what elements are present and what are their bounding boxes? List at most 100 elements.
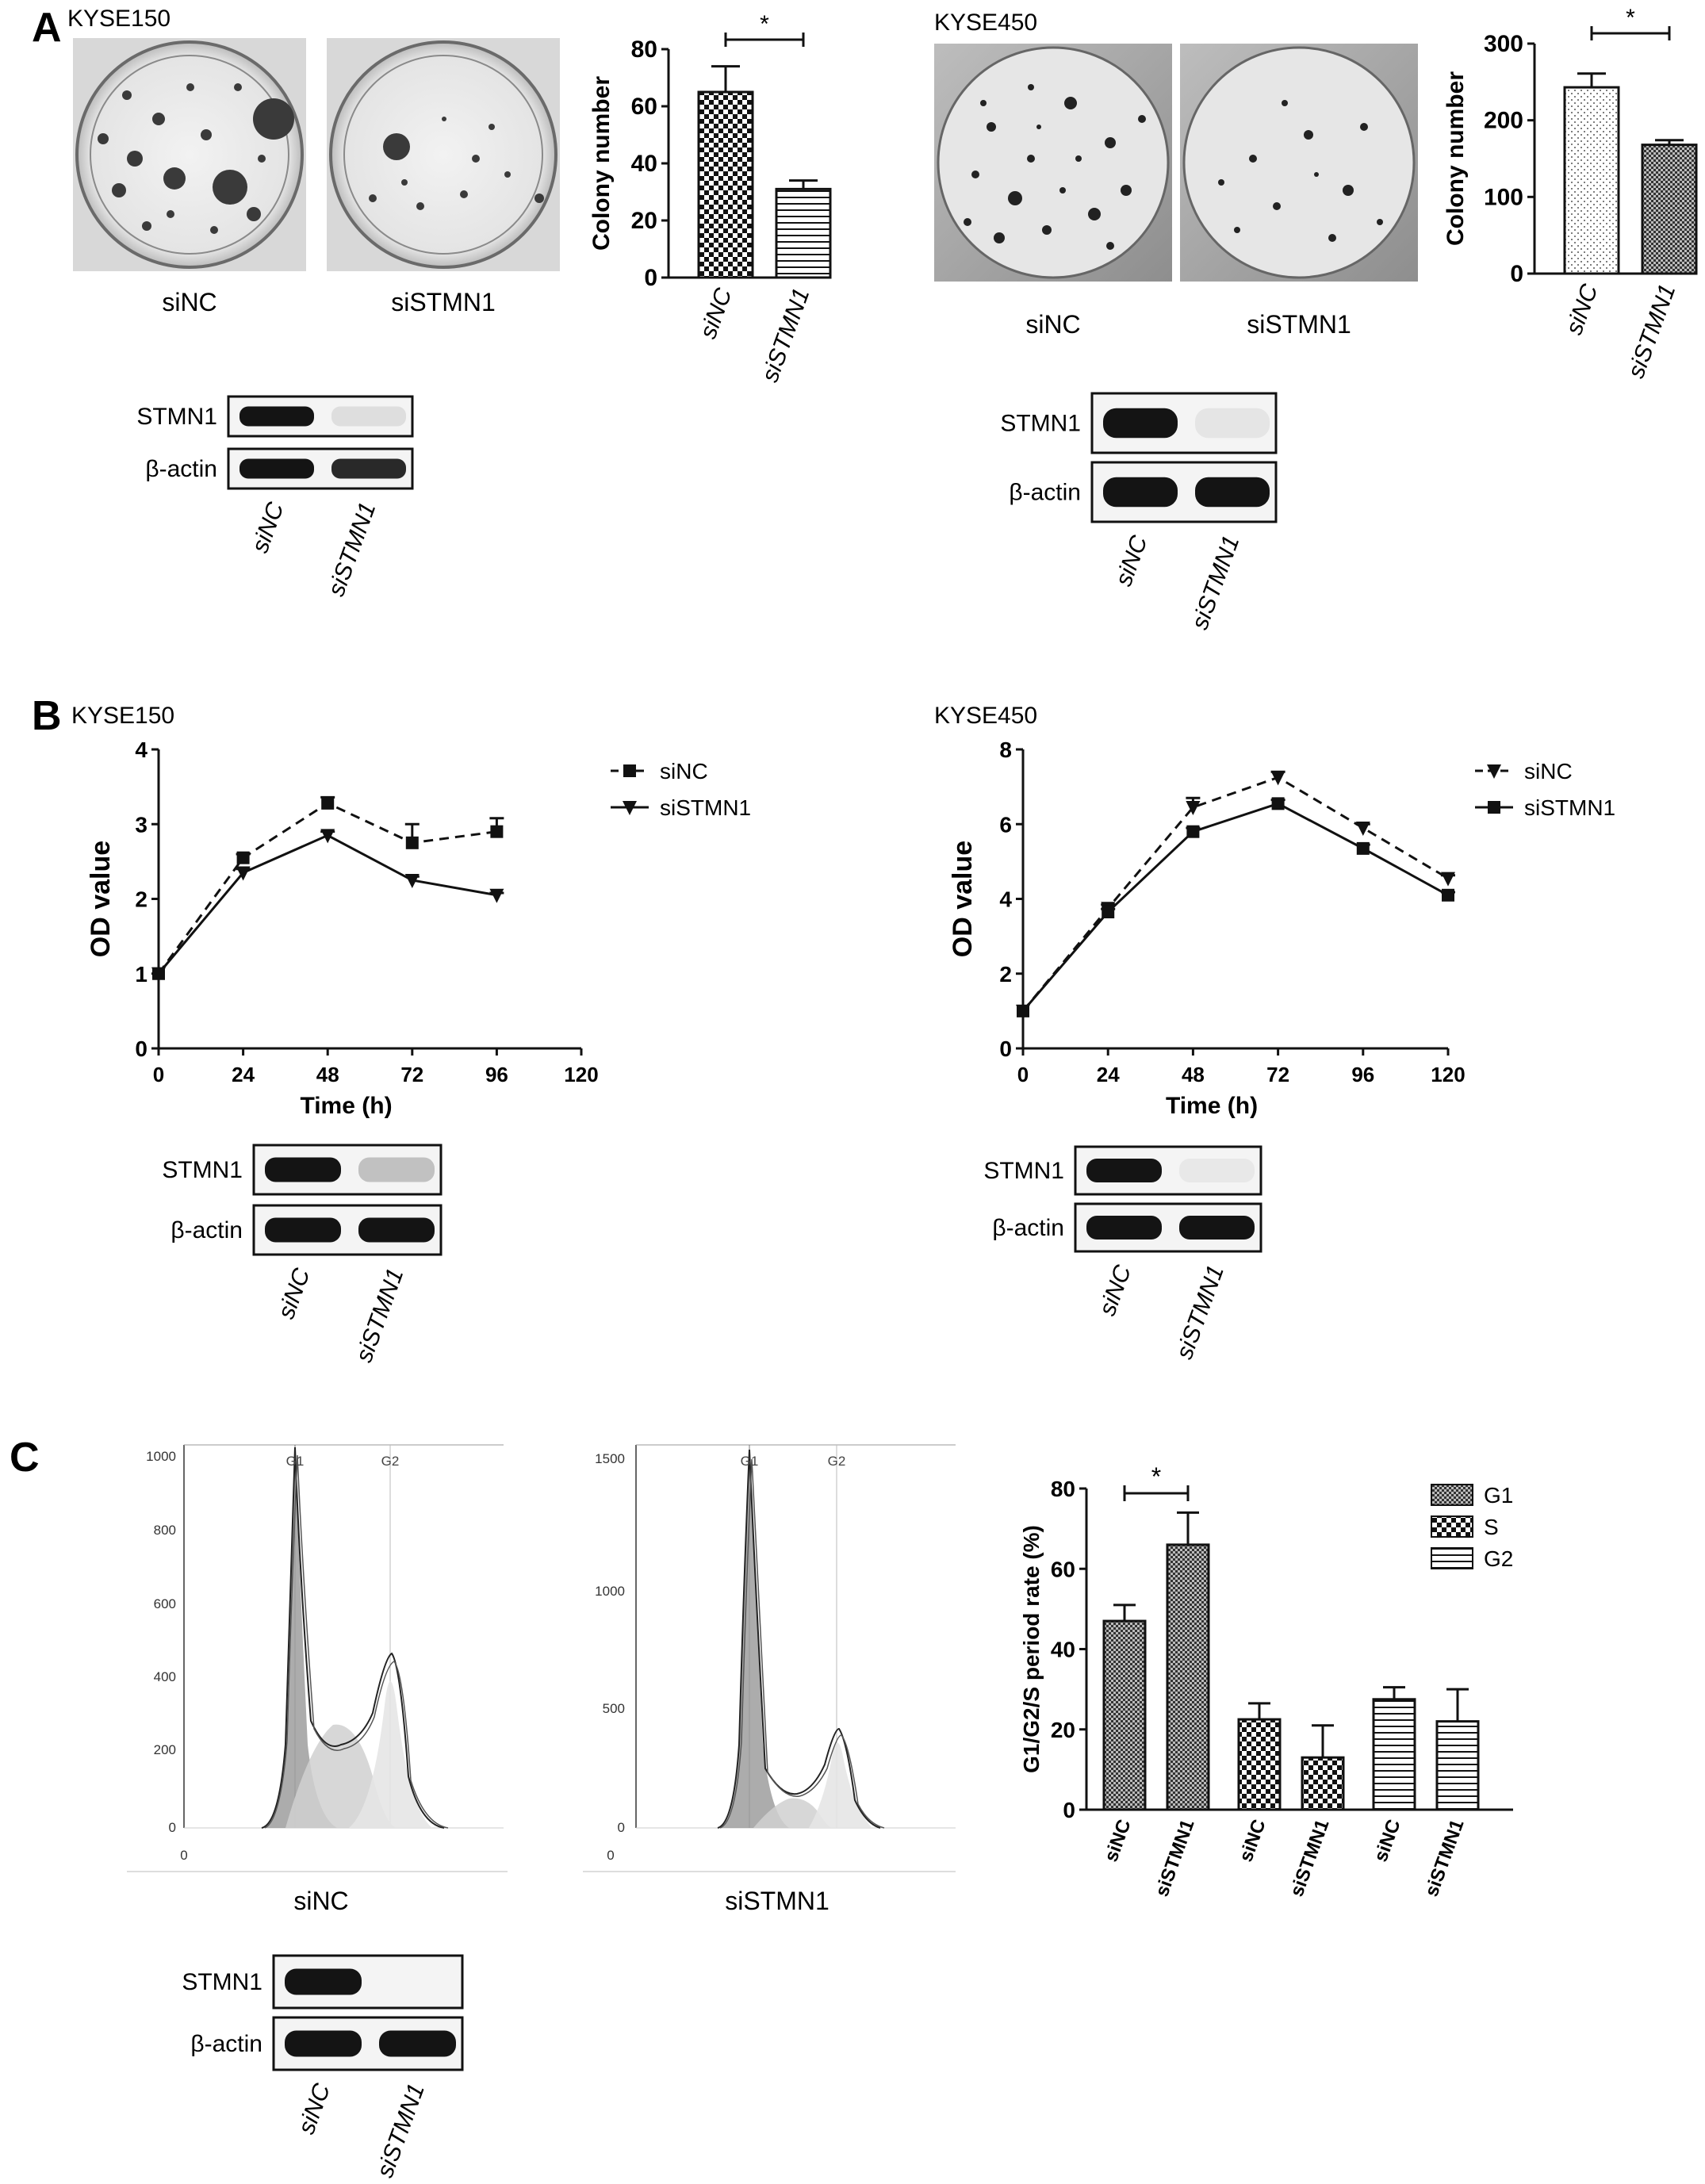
bar — [1102, 1619, 1147, 1811]
y-tick-label: 2 — [999, 962, 1012, 987]
data-point — [1487, 764, 1501, 779]
x-tick-label: 120 — [1431, 1063, 1465, 1086]
x-tick-label: 96 — [1351, 1063, 1374, 1086]
data-point — [151, 967, 166, 982]
data-point — [623, 801, 637, 815]
y-tick-label: 20 — [631, 208, 657, 234]
data-point — [321, 796, 335, 810]
panel-letter-a: A — [32, 5, 62, 51]
blot-lane-label: siSTMN1 — [323, 499, 381, 600]
bar — [1166, 1543, 1210, 1811]
y-tick-label: 60 — [631, 94, 657, 120]
y-tick-label: 100 — [1484, 184, 1523, 210]
x-tick-label: siSTMN1 — [757, 285, 814, 385]
flow-histogram: G1 G2 1500 1000 500 0 0 — [583, 1444, 956, 1872]
series-siSTMN1 — [1017, 797, 1455, 1017]
y-tick-label: 20 — [1051, 1718, 1075, 1742]
y-tick-label: 40 — [1051, 1638, 1075, 1662]
dish-label: siSTMN1 — [1247, 310, 1351, 339]
blot-band — [285, 1968, 362, 1995]
cell-line-label: KYSE150 — [67, 6, 170, 32]
x-tick-label: siNC — [1561, 281, 1603, 339]
panel-letter-b: B — [32, 693, 62, 739]
blot-band — [1103, 477, 1178, 508]
blot-lane-label: siSTMN1 — [1186, 532, 1244, 633]
od-line-chart-kyse150: 0 1 2 3 4 0 24 48 72 96 120 Time (h) OD value siNC siS… — [86, 738, 751, 1119]
y-tick-label: 60 — [1051, 1557, 1075, 1581]
legend-label: G2 — [1484, 1546, 1513, 1571]
dish-label: siSTMN1 — [391, 288, 496, 316]
blot-band — [265, 1217, 341, 1243]
colony-dish-image — [327, 38, 560, 271]
significance-star: * — [1626, 5, 1635, 31]
x-tick-label: siSTMN1 — [1151, 1817, 1199, 1899]
flow-marker-label: G2 — [828, 1454, 846, 1469]
y-tick-label: 6 — [999, 812, 1012, 837]
x-tick-label: 48 — [316, 1063, 339, 1086]
blot-lane-label: siNC — [1094, 1262, 1136, 1320]
data-point — [1355, 821, 1370, 836]
blot-lane-label: siNC — [1110, 532, 1152, 590]
blot-lane-label: siNC — [247, 499, 289, 557]
blot-band — [239, 458, 314, 479]
data-point — [1356, 841, 1370, 855]
y-tick-label: 80 — [1051, 1477, 1075, 1501]
data-point — [1441, 872, 1455, 887]
blot-band — [1103, 408, 1178, 439]
x-tick-label: 0 — [1017, 1063, 1029, 1086]
series-siSTMN1 — [151, 829, 504, 982]
y-tick-label: 0 — [1510, 261, 1523, 287]
data-point — [1270, 771, 1285, 786]
flow-marker-label: G1 — [286, 1454, 305, 1469]
y-tick-label: 3 — [135, 812, 148, 837]
blot-band — [379, 2030, 456, 2057]
data-point — [1186, 801, 1201, 816]
series-line — [1021, 802, 1449, 1012]
data-point — [236, 866, 251, 881]
cell-line-label: KYSE150 — [71, 703, 174, 729]
legend-swatch — [1431, 1484, 1473, 1506]
data-point — [1271, 797, 1285, 810]
bar — [1237, 1718, 1282, 1811]
panel-letter-c: C — [10, 1435, 40, 1481]
x-tick-label: 72 — [1266, 1063, 1289, 1086]
western-blot: STMN1 β-actin siNC siSTMN1 — [136, 395, 414, 600]
x-tick-label: siSTMN1 — [1421, 1817, 1469, 1899]
flow-label: siNC — [293, 1887, 348, 1915]
panel-c: C G1 G2 1000 800 600 400 200 0 0 siNC — [10, 1435, 1513, 2181]
x-tick-label: 72 — [400, 1063, 423, 1086]
x-tick-label: 24 — [232, 1063, 255, 1086]
blot-row-label: β-actin — [190, 2031, 262, 2057]
flow-label: siSTMN1 — [725, 1887, 830, 1915]
y-tick-label: 0 — [1063, 1798, 1075, 1822]
legend-label: siNC — [1524, 759, 1573, 784]
y-tick-label: 40 — [631, 151, 657, 177]
y-axis-label: G1/G2/S period rate (%) — [1019, 1525, 1044, 1773]
blot-lane-label: siSTMN1 — [351, 1265, 408, 1366]
y-tick-label: 8 — [999, 738, 1012, 762]
legend-label: siSTMN1 — [660, 795, 751, 820]
x-tick-label: 0 — [153, 1063, 164, 1086]
data-point — [1442, 888, 1454, 902]
blot-lane-label: siSTMN1 — [1171, 1262, 1229, 1362]
y-tick-label: 0 — [644, 265, 657, 291]
colony-dish-image — [73, 38, 306, 271]
bar — [1641, 144, 1698, 275]
flow-y-tick: 400 — [154, 1669, 176, 1684]
blot-row-label: STMN1 — [983, 1158, 1064, 1184]
x-tick-label: siNC — [1101, 1817, 1136, 1865]
colony-dish-image — [1180, 44, 1418, 282]
y-tick-label: 4 — [999, 887, 1012, 912]
blot-row-label: β-actin — [170, 1217, 243, 1243]
y-tick-label: 300 — [1484, 31, 1523, 57]
data-point — [1186, 825, 1200, 838]
x-tick-label: siSTMN1 — [1623, 281, 1680, 381]
x-tick-label: 96 — [485, 1063, 508, 1086]
legend-label: S — [1484, 1515, 1499, 1539]
data-point — [1017, 1004, 1029, 1017]
data-point — [404, 873, 420, 888]
y-tick-label: 0 — [135, 1036, 148, 1061]
